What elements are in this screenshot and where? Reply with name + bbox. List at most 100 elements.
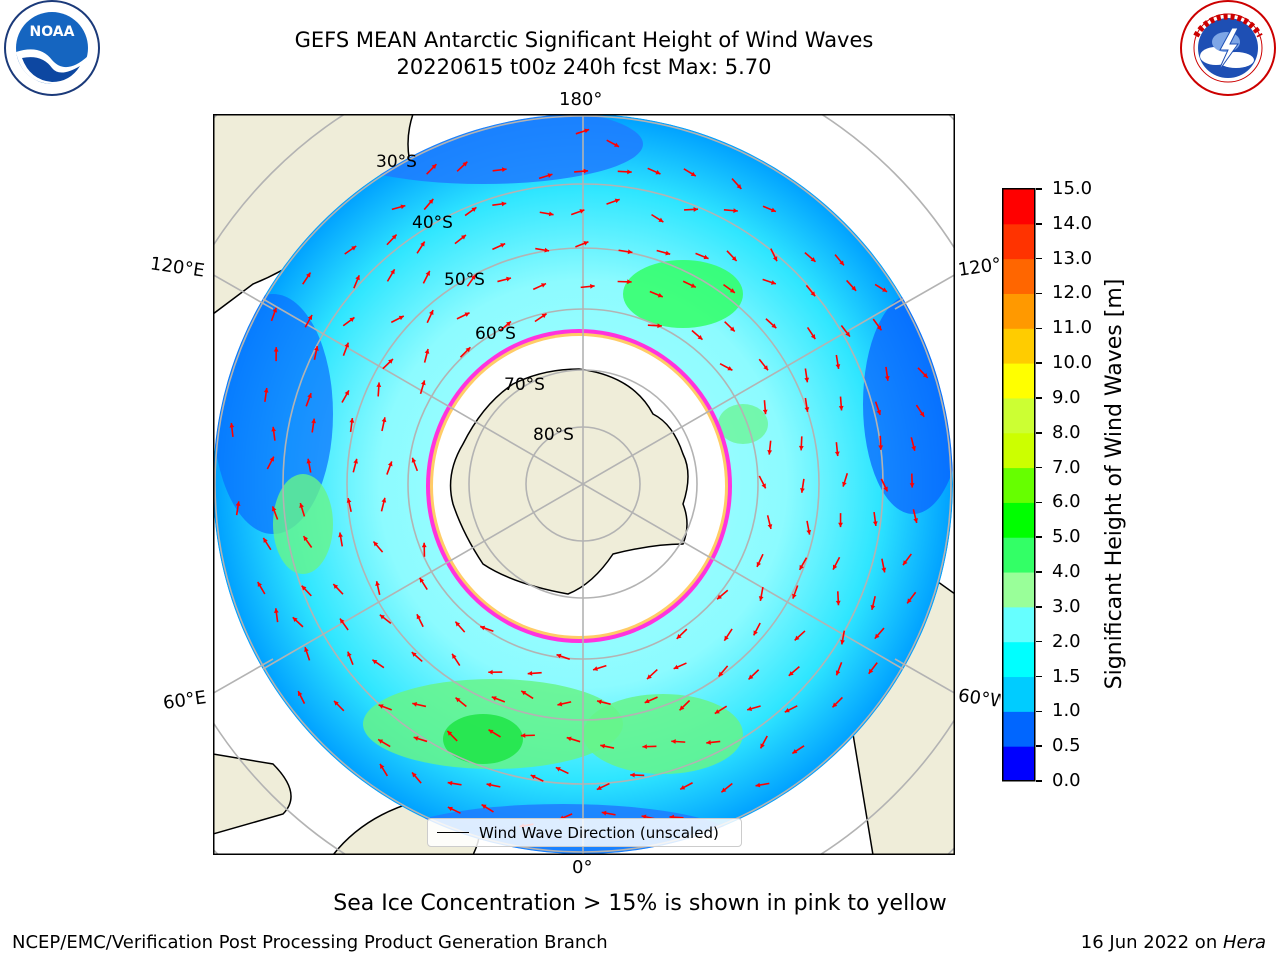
colorbar-swatch	[1003, 467, 1035, 503]
wave-direction-arrowhead	[884, 376, 890, 381]
wave-direction-arrowhead	[351, 246, 357, 251]
wave-direction-arrowhead	[299, 503, 304, 508]
wave-direction-arrowhead	[804, 407, 810, 412]
wave-direction-arrowhead	[671, 739, 676, 744]
wave-direction-arrowhead	[375, 581, 380, 586]
wave-direction-arrowhead	[420, 380, 426, 386]
wave-direction-arrowhead	[412, 772, 417, 778]
wave-direction-arrowhead	[541, 313, 547, 319]
wave-direction-arrowhead	[381, 497, 387, 503]
wave-direction-arrowhead	[909, 483, 915, 488]
colorbar-tick-mark	[1036, 710, 1042, 713]
legend-line-icon	[437, 832, 469, 833]
wave-direction-arrowhead	[788, 671, 794, 676]
wave-direction-arrowhead	[706, 740, 711, 745]
wave-direction-arrowhead	[556, 653, 562, 659]
wave-direction-arrowhead	[420, 241, 425, 247]
wave-direction-arrowhead	[379, 614, 385, 620]
wave-direction-arrowhead	[680, 785, 686, 790]
wave-direction-arrowhead	[596, 785, 602, 790]
colorbar-tick-mark	[1036, 745, 1042, 747]
wave-direction-arrowhead	[425, 270, 430, 276]
wave-direction-arrowhead	[665, 250, 671, 256]
wave-direction-arrowhead	[907, 598, 912, 604]
wave-direction-arrowhead	[627, 169, 632, 175]
colorbar-swatch	[1003, 397, 1035, 434]
wave-direction-arrowhead	[798, 445, 804, 451]
wave-direction-arrowhead	[676, 634, 682, 639]
wave-direction-arrowhead	[257, 581, 263, 587]
wave-direction-arrowhead	[876, 409, 882, 415]
wave-direction-arrowhead	[235, 501, 241, 507]
noaa-logo: NOAA	[4, 0, 100, 96]
wave-direction-arrowhead	[378, 739, 384, 744]
wave-direction-arrowhead	[452, 653, 457, 659]
wave-direction-arrowhead	[349, 317, 355, 322]
colorbar-tick-mark	[1036, 188, 1042, 190]
wave-direction-arrowhead	[767, 524, 773, 529]
wave-direction-arrowhead	[642, 744, 647, 749]
wave-direction-arrowhead	[770, 280, 776, 285]
wave-direction-arrowhead	[842, 481, 847, 487]
wave-direction-arrowhead	[455, 697, 461, 703]
legend-label: Wind Wave Direction (unscaled)	[479, 823, 719, 842]
wave-direction-arrowhead	[421, 542, 427, 548]
wave-direction-arrowhead	[832, 702, 838, 708]
wave-direction-arrowhead	[314, 346, 319, 351]
map-legend: Wind Wave Direction (unscaled)	[427, 818, 742, 847]
wave-direction-arrowhead	[810, 334, 816, 340]
wave-direction-arrowhead	[763, 365, 769, 371]
wave-direction-arrowhead	[488, 729, 494, 735]
wave-direction-arrowhead	[353, 458, 358, 464]
wave-direction-arrowhead	[344, 342, 350, 348]
wave-direction-arrowhead	[644, 698, 650, 704]
wave-direction-arrowhead	[424, 349, 430, 354]
footer-host: Hera	[1222, 932, 1266, 953]
wave-direction-arrowhead	[772, 256, 778, 262]
colorbar-tick-label: 14.0	[1052, 212, 1093, 234]
colorbar-swatch	[1003, 223, 1035, 260]
wave-direction-arrowhead	[835, 364, 841, 369]
wave-direction-arrowhead	[298, 691, 303, 697]
wave-direction-arrowhead	[373, 541, 379, 547]
wave-direction-arrowhead	[306, 272, 311, 278]
wave-direction-arrowhead	[718, 671, 724, 677]
wave-direction-arrowhead	[868, 668, 874, 674]
chart-subtitle: 20220615 t00z 240h fcst Max: 5.70	[396, 55, 772, 79]
wave-direction-arrowhead	[658, 217, 664, 223]
wave-direction-arrowhead	[690, 283, 696, 288]
wave-direction-arrowhead	[800, 488, 805, 493]
wave-direction-arrowhead	[307, 315, 313, 321]
colorbar-tick-mark	[1036, 571, 1042, 573]
colorbar-tick-mark	[1036, 327, 1042, 330]
wave-direction-arrowhead	[881, 567, 887, 573]
colorbar-swatch	[1003, 711, 1035, 747]
wave-direction-arrowhead	[412, 702, 418, 707]
wave-direction-arrowhead	[303, 536, 309, 542]
wave-direction-arrowhead	[381, 417, 387, 423]
wave-direction-arrowhead	[733, 208, 738, 214]
wave-direction-arrowhead	[541, 283, 547, 288]
lon-label-60e: 60°E	[161, 687, 208, 714]
colorbar-tick-label: 1.5	[1052, 665, 1081, 687]
wave-direction-arrowhead	[500, 243, 506, 248]
wave-direction-arrowhead	[838, 522, 843, 528]
wave-direction-arrowhead	[784, 708, 790, 713]
lat-label-30s: 30°S	[376, 152, 417, 172]
wave-direction-arrowhead	[388, 358, 393, 364]
wave-direction-arrowhead	[756, 561, 762, 567]
wave-direction-arrowhead	[911, 445, 916, 451]
wave-direction-arrowhead	[491, 696, 497, 701]
lon-label-60w: 60°W	[956, 685, 1002, 712]
wave-direction-arrowhead	[835, 670, 841, 676]
wave-direction-arrowhead	[229, 422, 235, 428]
wave-direction-arrowhead	[376, 382, 382, 387]
wave-direction-arrowhead	[876, 325, 882, 331]
wave-direction-arrowhead	[465, 347, 471, 353]
colorbar-tick-mark	[1036, 501, 1042, 504]
wind-wave-arrows	[229, 128, 929, 829]
wave-direction-arrowhead	[566, 736, 572, 742]
colorbar-tick-label: 0.5	[1052, 735, 1081, 757]
wave-direction-arrowhead	[767, 449, 773, 455]
wave-direction-arrowhead	[271, 426, 277, 432]
